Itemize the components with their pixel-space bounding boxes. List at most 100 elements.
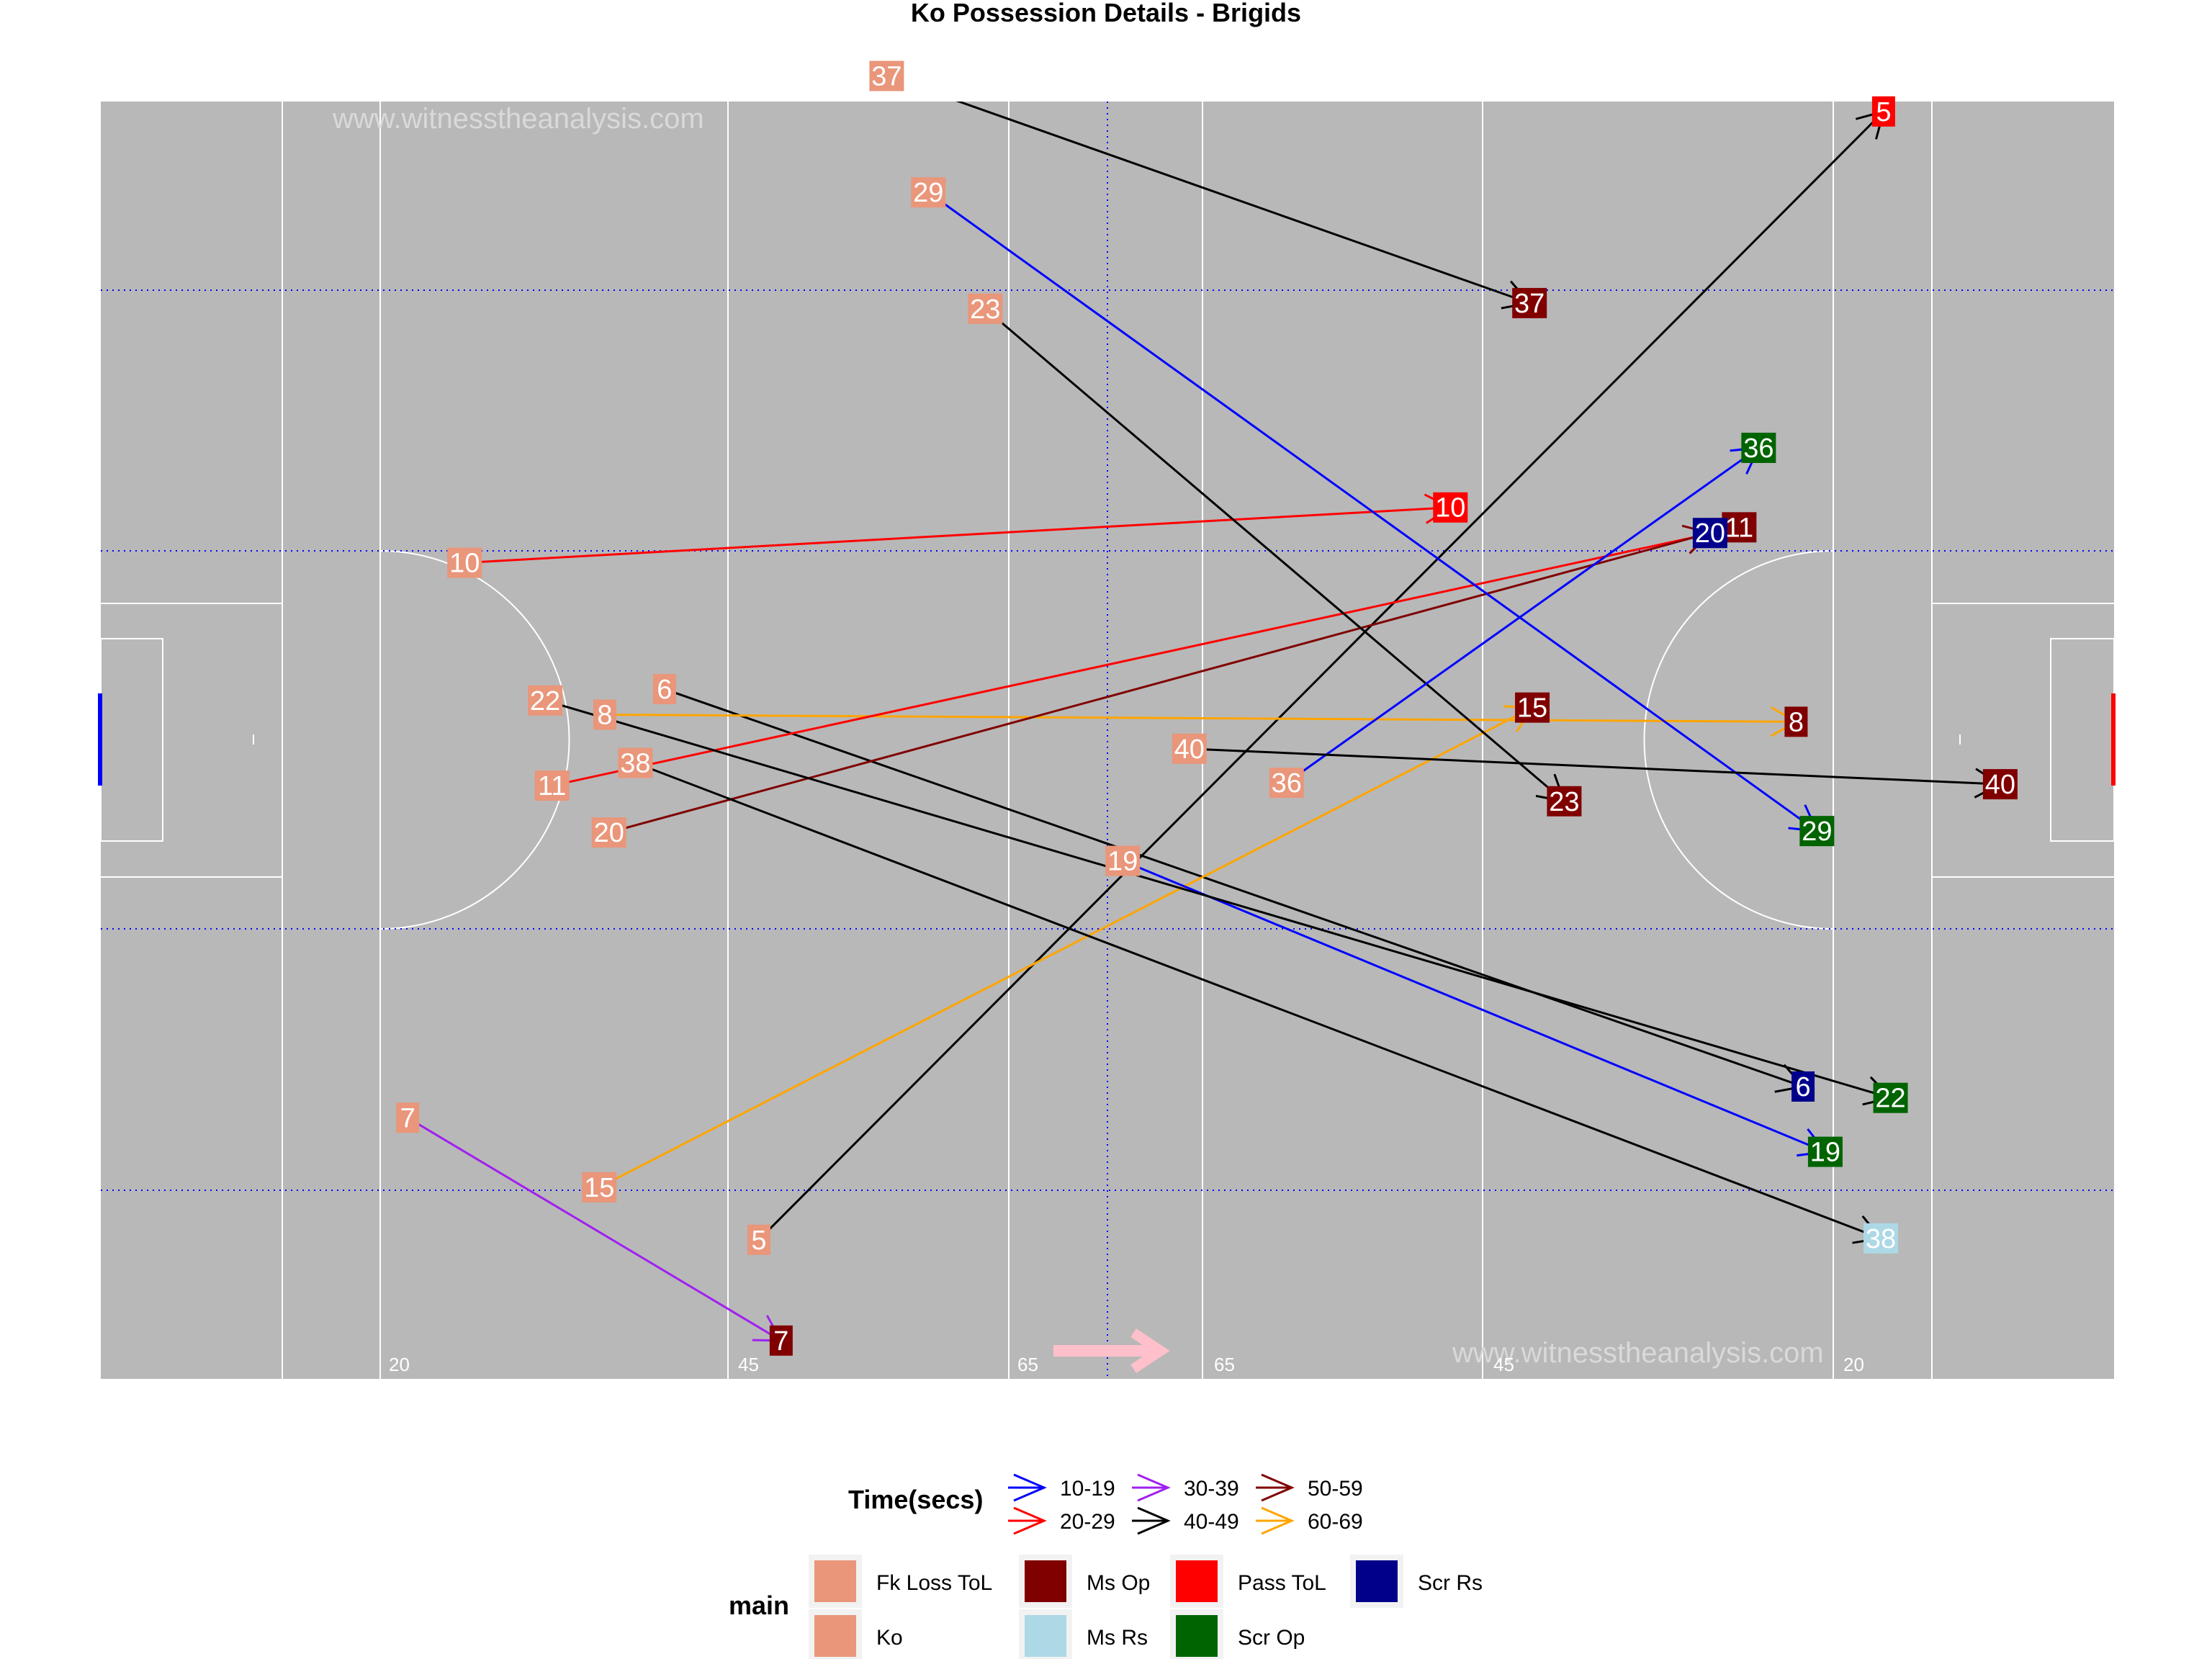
pitch-mark-45-left: 45 — [738, 1354, 759, 1375]
end-label-40-text: 40 — [1985, 770, 2015, 800]
start-label-37: 37 — [869, 60, 904, 92]
legend-main-swatch — [1176, 1560, 1218, 1602]
legend-main-swatch — [814, 1560, 856, 1602]
legend-main-pass-tol: Pass ToL — [1170, 1555, 1326, 1608]
legend-time-label: 50-59 — [1308, 1477, 1363, 1501]
end-label-38-text: 38 — [1866, 1224, 1896, 1254]
legend-main-label: Scr Op — [1238, 1626, 1305, 1650]
start-label-22-text: 22 — [530, 686, 560, 716]
start-label-6-text: 6 — [657, 675, 672, 705]
possession-line-5 — [757, 110, 1884, 1241]
end-label-37: 37 — [1512, 287, 1547, 319]
chart-title: Ko Possession Details - Brigids — [911, 0, 1301, 27]
end-label-6-text: 6 — [1795, 1072, 1810, 1102]
legend-main-swatch — [814, 1615, 856, 1657]
legend-main-label: Fk Loss ToL — [876, 1571, 992, 1595]
end-label-20-box — [1692, 518, 1727, 549]
start-label-7-text: 7 — [400, 1103, 415, 1133]
end-label-36-box — [1741, 432, 1776, 463]
start-label-23-box — [968, 293, 1003, 324]
direction-arrow — [1053, 1328, 1170, 1373]
start-label-6-box — [652, 674, 676, 705]
start-label-15-text: 15 — [584, 1173, 614, 1203]
start-label-5-box — [747, 1224, 771, 1255]
start-label-37-box — [869, 60, 904, 91]
start-label-19-text: 19 — [1107, 847, 1138, 877]
pitch: www.witnesstheanalysis.com www.witnessth… — [98, 102, 2116, 1379]
possession-line-36 — [1285, 446, 1760, 784]
start-label-19: 19 — [1105, 845, 1141, 877]
possession-line-40 — [1189, 747, 2000, 786]
end-label-20-text: 20 — [1695, 518, 1725, 549]
legend-main-label: Ms Rs — [1087, 1626, 1148, 1650]
legend-main-scr-op: Scr Op — [1170, 1609, 1305, 1659]
start-label-7: 7 — [396, 1102, 420, 1133]
legend-time-10-19: 10-19 — [1008, 1473, 1115, 1502]
start-label-36-box — [1269, 768, 1304, 799]
possession-line-29 — [927, 191, 1818, 832]
possession-line-19 — [1122, 860, 1826, 1154]
start-label-8: 8 — [593, 699, 616, 731]
legend-main-label: Ms Op — [1087, 1571, 1150, 1595]
start-label-36-text: 36 — [1272, 768, 1302, 799]
pitch-mark-65-left: 65 — [1017, 1354, 1038, 1375]
legend-time-50-59: 50-59 — [1256, 1473, 1363, 1502]
legend-main-label: Pass ToL — [1238, 1571, 1326, 1595]
start-label-5: 5 — [747, 1224, 771, 1256]
legend-time-arrowhead — [1137, 1473, 1171, 1502]
start-label-20-text: 20 — [594, 818, 624, 848]
end-label-29-box — [1799, 816, 1835, 847]
legend-time: Time(secs) 10-19 20-29 30-39 40-49 50-59 60-6… — [848, 1473, 1363, 1535]
start-label-40-box — [1172, 733, 1207, 764]
start-label-10: 10 — [447, 547, 482, 579]
start-label-29-text: 29 — [913, 178, 943, 208]
legend-main-ms-rs: Ms Rs — [1019, 1609, 1148, 1659]
possession-line-15 — [598, 706, 1533, 1189]
possession-lines — [407, 102, 2002, 1342]
end-label-37-text: 37 — [1514, 289, 1545, 319]
end-label-38-box — [1863, 1223, 1899, 1254]
end-label-29-text: 29 — [1802, 817, 1832, 847]
start-label-8-box — [593, 699, 616, 730]
end-label-8: 8 — [1784, 706, 1808, 737]
end-label-8-box — [1784, 706, 1808, 737]
end-label-5-box — [1871, 96, 1895, 127]
start-label-20-box — [591, 817, 626, 848]
end-label-5-text: 5 — [1876, 97, 1891, 127]
pitch-distance-labels: 20 45 65 65 45 20 — [389, 1354, 1864, 1375]
start-label-19-box — [1105, 845, 1141, 876]
end-label-37-box — [1512, 287, 1547, 318]
end-label-40: 40 — [1982, 769, 2018, 800]
watermark-top: www.witnesstheanalysis.com — [332, 103, 704, 135]
legend-main-swatch — [1176, 1615, 1218, 1657]
right-goal-marker — [2111, 693, 2116, 786]
end-label-19-text: 19 — [1810, 1138, 1840, 1168]
legend-time-arrowhead — [1137, 1506, 1171, 1535]
legend-time-arrowhead — [1261, 1506, 1295, 1535]
legend-main-label: Scr Rs — [1418, 1571, 1483, 1595]
start-label-29: 29 — [911, 177, 946, 208]
start-label-22-box — [528, 685, 563, 716]
end-label-36: 36 — [1741, 432, 1776, 464]
legend-time-30-39: 30-39 — [1132, 1473, 1239, 1502]
legend-time-title: Time(secs) — [848, 1485, 983, 1514]
end-label-38: 38 — [1863, 1223, 1899, 1254]
legend-main-swatch — [1356, 1560, 1398, 1602]
end-label-15-text: 15 — [1517, 693, 1547, 724]
end-label-11-box — [1722, 512, 1757, 543]
legend-time-60-69: 60-69 — [1256, 1506, 1363, 1535]
legend-time-label: 30-39 — [1184, 1477, 1239, 1501]
end-label-19-box — [1807, 1136, 1843, 1167]
pitch-mark-45-right: 45 — [1493, 1354, 1514, 1375]
start-label-5-text: 5 — [751, 1226, 766, 1256]
legend-time-entries: 10-19 20-29 30-39 40-49 50-59 60-69 — [1008, 1473, 1363, 1535]
end-label-36-text: 36 — [1743, 433, 1773, 464]
legend-time-40-49: 40-49 — [1132, 1506, 1239, 1535]
legend-main: main Fk Loss ToL Ko Ms Op Ms Rs Pass ToL Scr … — [729, 1555, 1483, 1659]
legend-main-scr-rs: Scr Rs — [1350, 1555, 1483, 1608]
legend-main-swatch — [1025, 1560, 1066, 1602]
legend-main-entries: Fk Loss ToL Ko Ms Op Ms Rs Pass ToL Scr Op Scr… — [809, 1555, 1483, 1659]
end-label-23-text: 23 — [1549, 787, 1579, 817]
end-label-22-box — [1873, 1082, 1908, 1113]
end-label-6-box — [1791, 1071, 1815, 1102]
